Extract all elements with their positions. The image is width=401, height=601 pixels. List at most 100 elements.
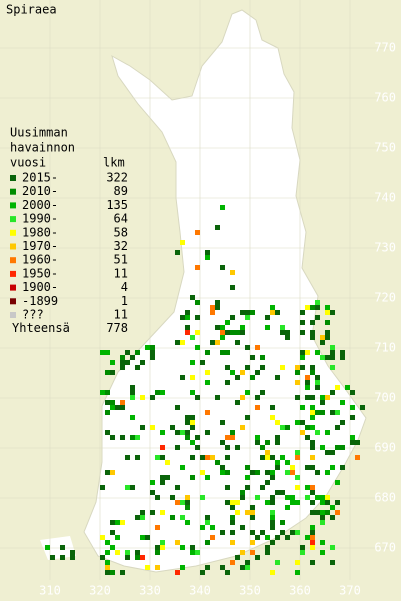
observation-square [320,410,325,415]
observation-square [220,470,225,475]
observation-square [200,570,205,575]
observation-square [195,230,200,235]
observation-square [180,500,185,505]
observation-square [165,460,170,465]
observation-square [315,410,320,415]
observation-square [350,435,355,440]
observation-square [270,405,275,410]
legend-swatch [10,312,16,318]
observation-square [330,390,335,395]
observation-square [335,425,340,430]
observation-square [210,525,215,530]
observation-square [265,550,270,555]
observation-square [245,365,250,370]
observation-square [280,425,285,430]
observation-square [320,400,325,405]
observation-square [300,420,305,425]
observation-square [180,565,185,570]
observation-square [250,375,255,380]
observation-square [295,380,300,385]
observation-square [225,330,230,335]
observation-square [270,455,275,460]
observation-square [190,420,195,425]
observation-square [110,520,115,525]
observation-square [220,330,225,335]
observation-square [265,440,270,445]
observation-square [255,535,260,540]
observation-square [190,335,195,340]
observation-square [115,550,120,555]
observation-square [185,435,190,440]
observation-square [325,310,330,315]
observation-square [125,485,130,490]
observation-square [350,390,355,395]
observation-square [105,370,110,375]
observation-square [330,465,335,470]
observation-square [125,360,130,365]
observation-square [140,555,145,560]
observation-square [315,315,320,320]
observation-square [300,365,305,370]
observation-square [340,465,345,470]
observation-square [250,550,255,555]
observation-square [180,340,185,345]
observation-square [335,510,340,515]
observation-square [315,305,320,310]
observation-square [250,310,255,315]
observation-square [110,545,115,550]
x-axis-label: 330 [139,584,161,598]
observation-square [155,545,160,550]
observation-square [120,365,125,370]
observation-square [310,370,315,375]
observation-square [250,540,255,545]
observation-square [330,355,335,360]
observation-square [310,445,315,450]
observation-square [145,345,150,350]
observation-square [355,455,360,460]
observation-square [225,485,230,490]
observation-square [325,495,330,500]
observation-square [120,400,125,405]
observation-square [245,485,250,490]
observation-square [310,545,315,550]
observation-square [250,505,255,510]
observation-square [105,570,110,575]
observation-square [195,395,200,400]
observation-square [245,465,250,470]
observation-square [230,430,235,435]
observation-square [155,455,160,460]
observation-square [270,475,275,480]
observation-square [220,265,225,270]
observation-square [285,505,290,510]
observation-square [325,335,330,340]
observation-square [180,430,185,435]
observation-square [175,250,180,255]
observation-square [160,430,165,435]
observation-square [105,540,110,545]
observation-square [340,355,345,360]
observation-square [255,345,260,350]
observation-square [310,330,315,335]
observation-square [185,420,190,425]
observation-square [205,380,210,385]
observation-square [275,490,280,495]
observation-square [190,455,195,460]
x-axis-label: 350 [239,584,261,598]
observation-square [220,420,225,425]
observation-square [105,565,110,570]
y-axis-label: 680 [374,491,396,505]
observation-square [310,500,315,505]
observation-square [110,405,115,410]
observation-square [270,520,275,525]
observation-square [285,495,290,500]
legend-label: 2015- [22,171,58,185]
legend-count: 11 [114,308,128,322]
observation-square [270,415,275,420]
observation-square [300,310,305,315]
observation-square [240,310,245,315]
observation-square [325,320,330,325]
observation-square [130,435,135,440]
observation-square [230,435,235,440]
observation-square [325,500,330,505]
observation-square [320,335,325,340]
